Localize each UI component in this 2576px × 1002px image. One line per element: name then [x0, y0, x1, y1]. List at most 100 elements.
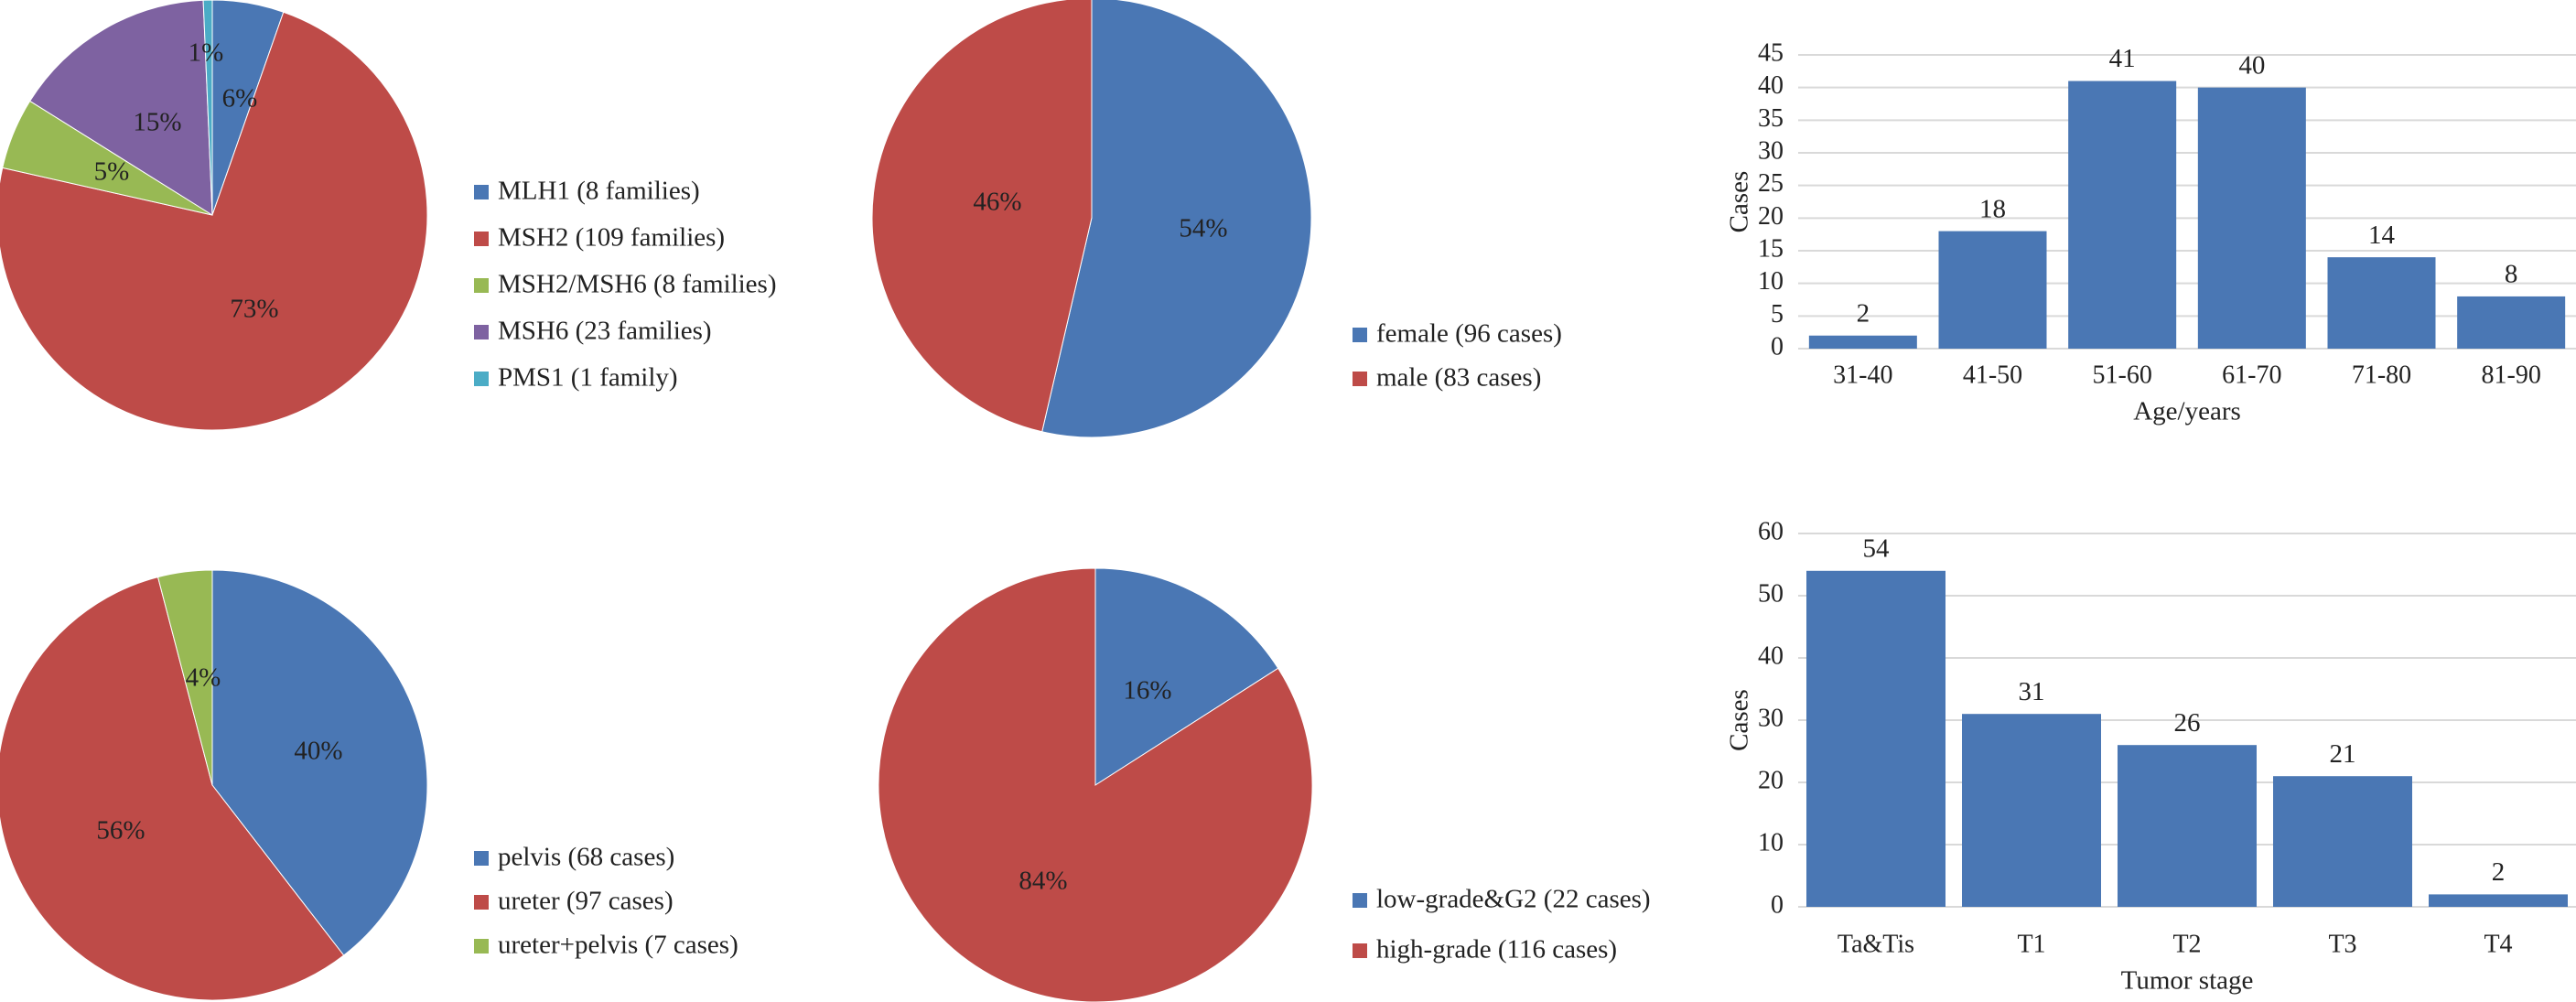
- bar-value-label: 31: [2019, 677, 2045, 706]
- pie-percent-label: 46%: [973, 188, 1021, 217]
- bar-value-label: 26: [2174, 708, 2201, 738]
- y-tick-label: 35: [1758, 104, 1784, 133]
- x-tick-label: 81-90: [2482, 361, 2541, 389]
- legend-label: ureter (97 cases): [498, 887, 674, 916]
- tumor-stage-bar-chart: 0 10 20 30 40 50 60 54 Ta&Tis 31 T1 26 T2 21 T3 2 T4 Tumo…: [1725, 517, 2576, 996]
- legend-label: female (96 cases): [1376, 319, 1562, 349]
- pie-slice: [202, 0, 213, 216]
- legend-swatch: [1353, 328, 1367, 342]
- pie-percent-label: 6%: [222, 84, 258, 113]
- legend-swatch: [474, 232, 489, 246]
- pie-slice: [1041, 0, 1312, 438]
- bar: [2197, 87, 2306, 350]
- y-axis-title: Cases: [1725, 689, 1754, 751]
- tumor-grade-pie-chart: 16% 84% low-grade&G2 (22 cases) high-grade …: [878, 567, 1651, 1002]
- legend-swatch: [474, 372, 489, 386]
- gender-pie-chart: 54% 46% female (96 cases) male (83 cases): [871, 0, 1562, 438]
- y-tick-label: 10: [1758, 828, 1784, 857]
- x-tick-label: Ta&Tis: [1838, 930, 1914, 958]
- legend-label: pelvis (68 cases): [498, 843, 674, 872]
- bar: [1808, 335, 1917, 349]
- pie-percent-label: 56%: [96, 816, 145, 846]
- legend-label: ureter+pelvis (7 cases): [498, 931, 738, 960]
- legend-swatch: [474, 939, 489, 954]
- legend-label: low-grade&G2 (22 cases): [1376, 885, 1651, 914]
- x-tick-label: 71-80: [2352, 361, 2411, 389]
- pie-slice: [211, 569, 428, 956]
- legend-swatch: [1353, 372, 1367, 386]
- bar-value-label: 21: [2330, 739, 2356, 769]
- pie-slice: [1094, 567, 1279, 786]
- pie-slice: [0, 576, 345, 1001]
- legend-swatch: [474, 851, 489, 866]
- y-tick-label: 20: [1758, 202, 1784, 231]
- bar: [2429, 894, 2568, 907]
- legend-swatch: [474, 895, 489, 910]
- legend-label: MSH2 (109 families): [498, 223, 725, 253]
- y-tick-label: 40: [1758, 71, 1784, 100]
- pie-percent-label: 16%: [1123, 676, 1171, 706]
- pie-percent-label: 4%: [186, 663, 221, 693]
- legend-label: MSH6 (23 families): [498, 317, 712, 346]
- legend-label: PMS1 (1 family): [498, 363, 678, 393]
- legend-swatch: [474, 325, 489, 339]
- bar-value-label: 8: [2505, 260, 2518, 289]
- bar: [2068, 81, 2177, 350]
- y-tick-label: 40: [1758, 641, 1784, 670]
- bar-value-label: 14: [2368, 221, 2396, 250]
- legend-swatch: [1353, 893, 1367, 908]
- legend-label: high-grade (116 cases): [1376, 935, 1617, 964]
- x-tick-label: T4: [2484, 930, 2512, 958]
- pie-percent-label: 1%: [189, 38, 224, 68]
- bar-value-label: 2: [1857, 298, 1870, 328]
- x-tick-label: T3: [2328, 930, 2356, 958]
- legend-swatch: [1353, 943, 1367, 958]
- y-tick-label: 60: [1758, 517, 1784, 545]
- x-axis-title: Age/years: [2133, 397, 2241, 426]
- pie-percent-label: 40%: [294, 737, 342, 766]
- tumor-location-pie-chart: 40% 56% 4% pelvis (68 cases) ureter (97 case…: [0, 569, 738, 1001]
- bar: [2118, 745, 2257, 907]
- legend-label: MLH1 (8 families): [498, 177, 700, 206]
- y-tick-label: 50: [1758, 579, 1784, 608]
- age-bar-chart: 0 5 10 15 20 25 30 35 40 45 2 31-40 18 41-50 41 51-60 40…: [1725, 38, 2576, 426]
- y-axis-title: Cases: [1725, 171, 1754, 233]
- x-tick-label: 61-70: [2222, 361, 2281, 389]
- x-axis-title: Tumor stage: [2121, 966, 2254, 996]
- pie-slice: [878, 567, 1313, 1002]
- mmr-gene-pie-chart: 6% 73% 5%15% 1% MLH1 (8 families) MSH2 (109 f…: [0, 0, 777, 431]
- pie-percent-label: 15%: [133, 108, 181, 137]
- legend-label: MSH2/MSH6 (8 families): [498, 270, 777, 299]
- bar: [1938, 231, 2047, 349]
- bar: [1962, 714, 2101, 907]
- pie-percent-label: 54%: [1179, 214, 1227, 243]
- bar: [2457, 296, 2566, 349]
- pie-slice: [871, 0, 1093, 433]
- bar-value-label: 18: [1979, 194, 2006, 223]
- x-tick-label: 31-40: [1833, 361, 1892, 389]
- pie-slice: [156, 569, 213, 786]
- y-tick-label: 10: [1758, 267, 1784, 296]
- pie-slice: [0, 11, 428, 431]
- y-tick-label: 45: [1758, 38, 1784, 67]
- x-tick-label: T2: [2172, 930, 2201, 958]
- y-tick-label: 15: [1758, 234, 1784, 263]
- x-tick-label: 51-60: [2093, 361, 2152, 389]
- y-tick-label: 0: [1771, 332, 1784, 361]
- y-tick-label: 0: [1771, 890, 1784, 919]
- bar: [1806, 570, 1945, 907]
- pie-percent-label: 5%: [94, 157, 130, 187]
- y-tick-label: 5: [1771, 300, 1784, 329]
- pie-percent-label: 73%: [230, 295, 278, 324]
- pie-slice: [29, 0, 213, 216]
- x-tick-label: T1: [2017, 930, 2045, 958]
- bar-value-label: 2: [2492, 857, 2506, 887]
- bar-value-label: 41: [2109, 44, 2136, 73]
- x-tick-label: 41-50: [1963, 361, 2022, 389]
- bar: [2327, 257, 2436, 349]
- bar-value-label: 54: [1863, 533, 1891, 563]
- legend-label: male (83 cases): [1376, 363, 1541, 393]
- pie-percent-label: 84%: [1019, 867, 1067, 896]
- bar-value-label: 40: [2238, 50, 2265, 80]
